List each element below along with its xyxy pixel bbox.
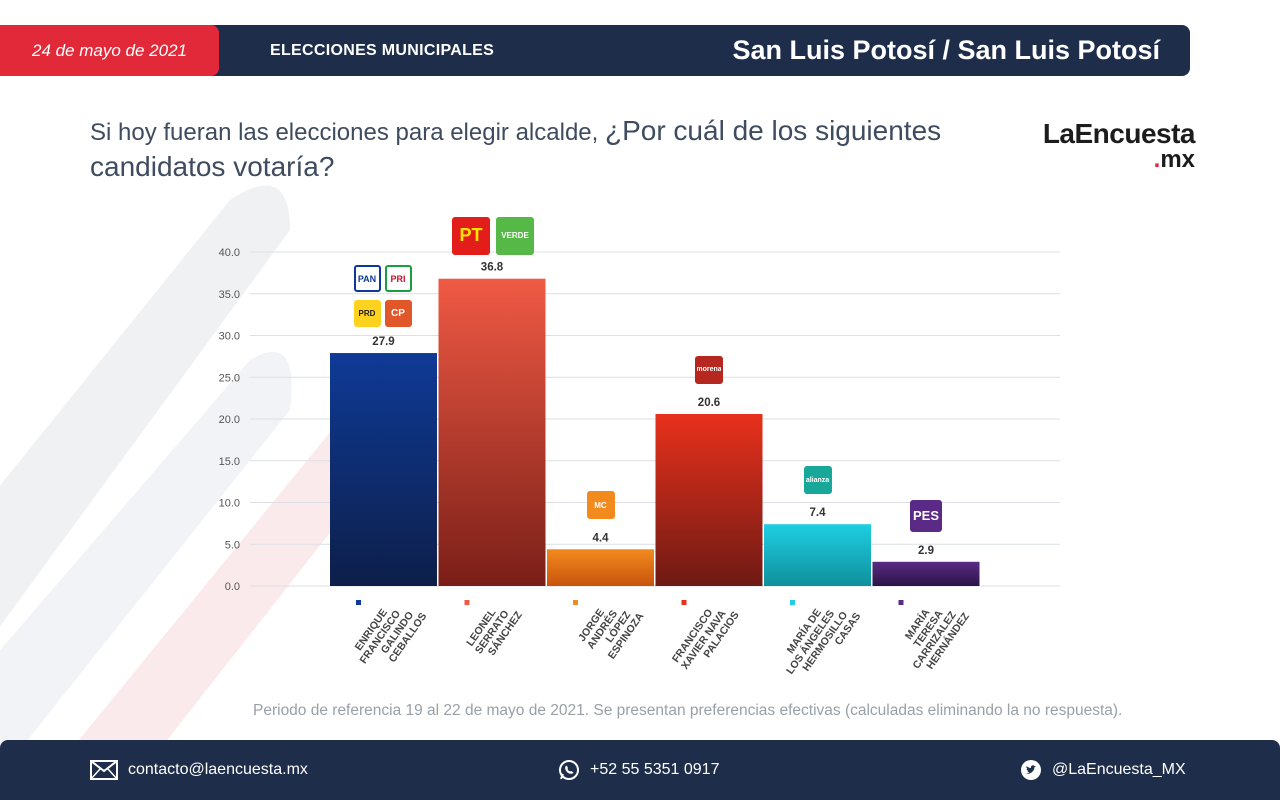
whatsapp-icon bbox=[558, 759, 580, 781]
data-label: 36.8 bbox=[481, 262, 504, 274]
party-logo-pt-icon: PT bbox=[452, 216, 490, 255]
y-tick-label: 15.0 bbox=[219, 456, 240, 468]
date-label: 24 de mayo de 2021 bbox=[31, 40, 187, 60]
footer-phone[interactable]: +52 55 5351 0917 bbox=[558, 740, 719, 800]
bar bbox=[872, 561, 980, 586]
party-logo-morena-icon: morena bbox=[695, 355, 723, 384]
legend-marker bbox=[573, 600, 578, 605]
bar bbox=[547, 549, 654, 586]
date-tab: 24 de mayo de 2021 bbox=[0, 25, 219, 76]
bar bbox=[764, 524, 871, 586]
bar bbox=[438, 278, 546, 586]
footnote: Periodo de referencia 19 al 22 de mayo d… bbox=[253, 702, 1123, 719]
y-tick-label: 35.0 bbox=[219, 289, 240, 301]
data-label: 4.4 bbox=[593, 532, 610, 544]
section-title: ELECCIONES MUNICIPALES bbox=[270, 41, 495, 59]
envelope-icon bbox=[90, 760, 118, 780]
email-text: contacto@laencuesta.mx bbox=[128, 761, 308, 778]
legend-marker bbox=[898, 600, 904, 605]
laencuesta-logo: LaEncuesta .mx bbox=[1025, 118, 1196, 172]
data-label: 2.9 bbox=[918, 545, 934, 557]
y-tick-label: 0.0 bbox=[225, 581, 240, 593]
survey-question: Si hoy fueran las elecciones para elegir… bbox=[90, 114, 1020, 185]
twitter-handle: @LaEncuesta_MX bbox=[1052, 761, 1186, 778]
legend-marker bbox=[464, 600, 470, 605]
legend-marker bbox=[790, 600, 795, 605]
party-logo-pan-icon: PAN bbox=[353, 265, 381, 293]
location-title: San Luis Potosí / San Luis Potosí bbox=[732, 35, 1160, 65]
question-intro: Si hoy fueran las elecciones para elegir… bbox=[90, 119, 605, 146]
party-logo-cp-icon: CP bbox=[384, 300, 412, 328]
data-label: 20.6 bbox=[698, 397, 720, 409]
footer-twitter[interactable]: @LaEncuesta_MX bbox=[1020, 740, 1186, 800]
footer-bar bbox=[0, 740, 1280, 800]
logo-domain: mx bbox=[1160, 146, 1195, 173]
question-main: ¿Por cuál de los siguientes candidatos v… bbox=[90, 115, 942, 182]
logo-sub-text: .mx bbox=[1025, 148, 1195, 172]
logo-main-text: LaEncuesta bbox=[1042, 118, 1196, 149]
twitter-icon bbox=[1020, 759, 1042, 781]
y-tick-label: 30.0 bbox=[219, 331, 240, 343]
y-tick-label: 40.0 bbox=[219, 247, 240, 259]
legend-marker bbox=[356, 600, 361, 605]
party-logo-alianza-icon: alianza bbox=[803, 466, 832, 495]
bar bbox=[330, 353, 437, 586]
party-logo-verde-icon: VERDE bbox=[496, 216, 534, 255]
y-tick-label: 20.0 bbox=[219, 414, 240, 426]
y-tick-label: 25.0 bbox=[219, 372, 240, 384]
y-tick-label: 5.0 bbox=[225, 539, 240, 551]
data-label: 27.9 bbox=[372, 336, 394, 348]
bar bbox=[655, 413, 763, 586]
party-logo-prd-icon: PRD bbox=[353, 300, 381, 328]
phone-text: +52 55 5351 0917 bbox=[590, 761, 720, 778]
party-logo-pes-icon: PES bbox=[910, 499, 942, 532]
legend-marker bbox=[681, 600, 687, 605]
footer-email[interactable]: contacto@laencuesta.mx bbox=[90, 740, 308, 800]
y-tick-label: 10.0 bbox=[219, 498, 240, 510]
party-logo-mc-icon: MC bbox=[586, 491, 615, 520]
data-label: 7.4 bbox=[810, 507, 827, 519]
logo-dot: . bbox=[1153, 146, 1161, 173]
party-logo-pri-icon: PRI bbox=[384, 265, 412, 293]
